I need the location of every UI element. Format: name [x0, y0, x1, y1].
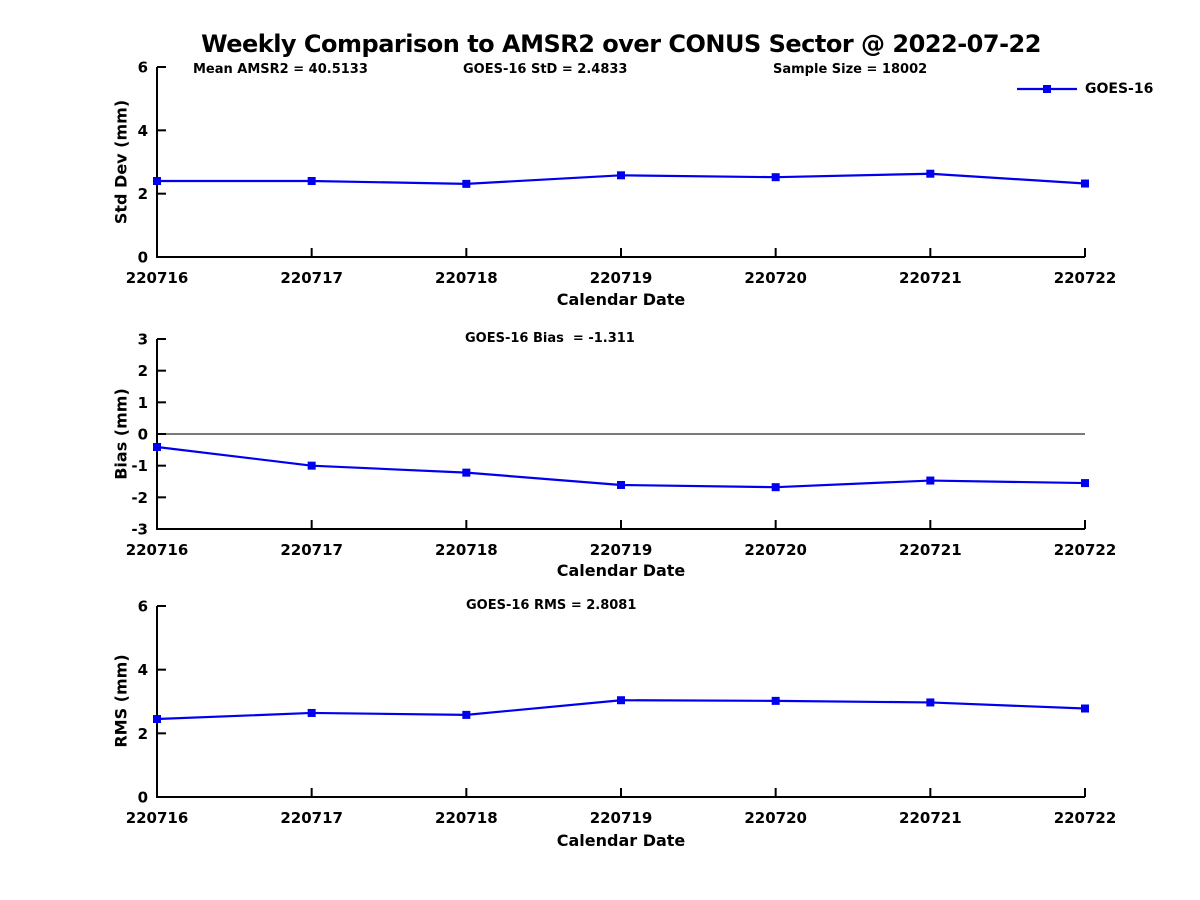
x-tick-label: 220717	[280, 541, 343, 559]
data-point-marker	[462, 710, 471, 719]
y-axis-label-rms: RMS (mm)	[111, 654, 131, 748]
x-tick-label: 220719	[590, 269, 653, 287]
x-tick-label: 220717	[280, 269, 343, 287]
x-tick-label: 220719	[590, 541, 653, 559]
y-axis-label-bias: Bias (mm)	[111, 388, 131, 480]
y-axis-label-std-dev: Std Dev (mm)	[111, 99, 131, 225]
x-tick-label: 220720	[744, 541, 807, 559]
y-tick-label: 3	[138, 331, 148, 349]
x-tick-label: 220719	[590, 809, 653, 827]
data-point-marker	[617, 171, 625, 180]
y-tick-label: -1	[131, 457, 148, 475]
data-point-marker	[771, 483, 780, 492]
data-point-marker	[1081, 704, 1089, 713]
data-point-marker	[462, 179, 471, 188]
x-tick-label: 220718	[435, 541, 498, 559]
y-tick-label: 2	[138, 362, 148, 380]
data-point-marker	[926, 476, 935, 485]
data-point-marker	[1081, 479, 1089, 488]
data-point-marker	[307, 461, 316, 470]
data-point-marker	[307, 708, 316, 717]
data-point-marker	[771, 173, 780, 182]
legend-label: GOES-16	[1085, 81, 1154, 97]
x-tick-label: 220718	[435, 269, 498, 287]
x-tick-label: 220716	[126, 541, 189, 559]
data-point-marker	[153, 715, 161, 724]
data-point-marker	[153, 177, 161, 185]
x-axis-label-panel2: Calendar Date	[556, 561, 686, 580]
data-point-marker	[462, 468, 471, 477]
x-tick-label: 220716	[126, 809, 189, 827]
data-point-marker	[926, 698, 935, 707]
y-tick-label: 0	[138, 249, 148, 267]
bias-plot: -3 -2 -1 0 1 2 3 220716 220717 220718 220719 220720…	[126, 331, 1117, 560]
data-point-marker	[617, 480, 625, 489]
y-tick-label: -3	[131, 521, 148, 539]
x-axis-label-panel1: Calendar Date	[556, 290, 686, 309]
annotation-goes16-std: GOES-16 StD = 2.4833	[463, 62, 628, 77]
data-point-marker	[307, 177, 316, 185]
y-tick-label: 0	[138, 426, 148, 444]
x-tick-label: 220722	[1054, 809, 1117, 827]
y-tick-label: -2	[131, 489, 148, 507]
data-point-marker	[926, 169, 935, 178]
data-point-marker	[1081, 179, 1089, 188]
data-point-marker	[153, 442, 161, 451]
x-tick-label: 220721	[899, 809, 962, 827]
x-tick-label: 220720	[744, 809, 807, 827]
std-dev-plot: 0 2 4 6 220716 220717 220718 220719 220720 220721…	[126, 59, 1117, 288]
y-tick-label: 2	[138, 725, 148, 743]
x-axis-label-panel3: Calendar Date	[556, 831, 686, 850]
y-tick-label: 4	[138, 122, 148, 140]
x-tick-label: 220721	[899, 541, 962, 559]
x-tick-label: 220718	[435, 809, 498, 827]
y-tick-label: 4	[138, 661, 148, 679]
x-tick-label: 220717	[280, 809, 343, 827]
annotation-sample-size: Sample Size = 18002	[773, 62, 928, 77]
y-tick-label: 2	[138, 185, 148, 203]
annotation-goes16-bias: GOES-16 Bias = -1.311	[465, 331, 635, 346]
x-tick-label: 220720	[744, 269, 807, 287]
x-tick-label: 220722	[1054, 541, 1117, 559]
legend: GOES-16	[1016, 81, 1153, 97]
data-point-marker	[771, 696, 780, 705]
y-tick-label: 6	[138, 598, 148, 616]
figure-title: Weekly Comparison to AMSR2 over CONUS Se…	[201, 30, 1041, 58]
y-tick-label: 6	[138, 59, 148, 77]
x-tick-label: 220716	[126, 269, 189, 287]
rms-plot: 0 2 4 6 220716 220717 220718 220719 220720 220721…	[126, 598, 1117, 828]
axis-frame	[156, 67, 1085, 258]
annotation-goes16-rms: GOES-16 RMS = 2.8081	[466, 598, 637, 613]
y-tick-label: 1	[138, 394, 148, 412]
annotation-mean-amsr2: Mean AMSR2 = 40.5133	[193, 62, 368, 77]
legend-line-marker-icon	[1017, 85, 1077, 93]
x-tick-label: 220722	[1054, 269, 1117, 287]
y-tick-label: 0	[138, 789, 148, 807]
data-point-marker	[617, 696, 625, 705]
x-tick-label: 220721	[899, 269, 962, 287]
